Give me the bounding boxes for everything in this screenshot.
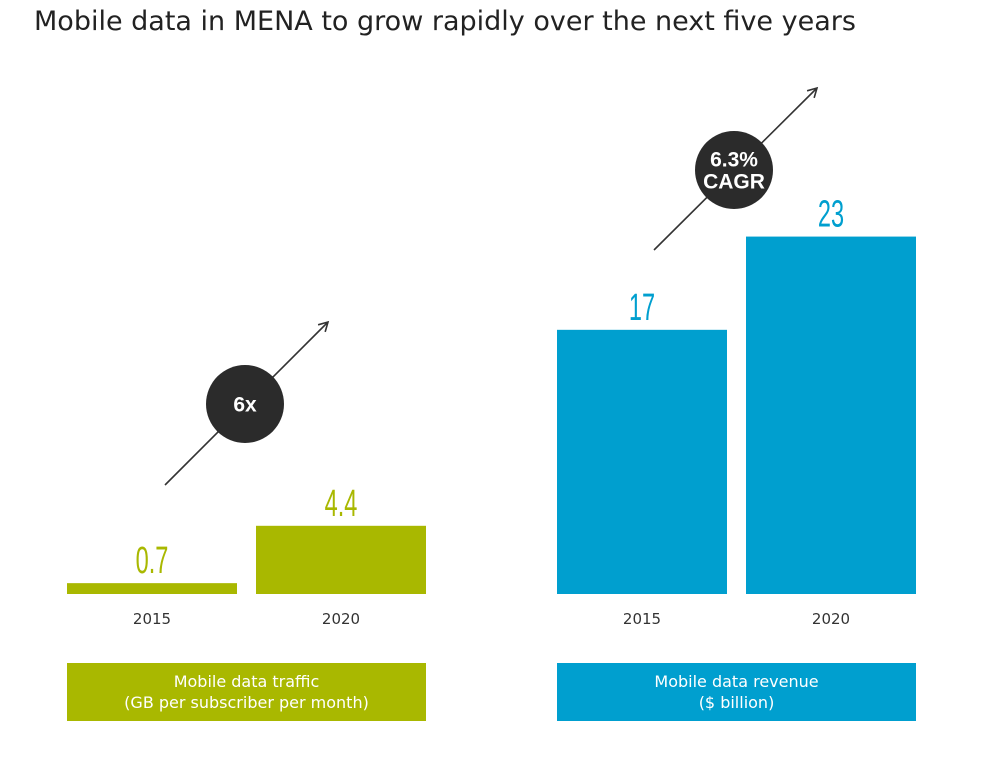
revenue-caption-line1: Mobile data revenue bbox=[654, 672, 819, 691]
revenue-category-label: 2015 bbox=[623, 610, 661, 628]
revenue-badge-text: 6.3% bbox=[710, 148, 758, 171]
revenue-value-label: 23 bbox=[818, 192, 844, 235]
revenue-growth-badge bbox=[695, 131, 773, 209]
traffic-category-label: 2015 bbox=[133, 610, 171, 628]
page-title: Mobile data in MENA to grow rapidly over… bbox=[34, 6, 856, 37]
revenue-chart: 6.3%CAGR 17 2015 23 2020 bbox=[557, 86, 916, 628]
traffic-value-label: 0.7 bbox=[136, 538, 169, 581]
traffic-caption-line2: (GB per subscriber per month) bbox=[124, 693, 369, 712]
traffic-bar-2015 bbox=[67, 583, 237, 594]
revenue-caption-line2: ($ billion) bbox=[698, 693, 775, 712]
traffic-caption: Mobile data traffic (GB per subscriber p… bbox=[67, 663, 426, 721]
traffic-chart: 6x 0.7 2015 4.4 2020 bbox=[67, 320, 426, 628]
traffic-bar-2020 bbox=[256, 525, 426, 594]
revenue-badge-text: CAGR bbox=[703, 170, 765, 193]
traffic-category-label: 2020 bbox=[322, 610, 360, 628]
traffic-growth-badge bbox=[206, 365, 284, 443]
traffic-value-label: 4.4 bbox=[325, 481, 358, 524]
traffic-badge-text: 6x bbox=[233, 393, 257, 416]
revenue-value-label: 17 bbox=[629, 285, 655, 328]
revenue-bar-2020 bbox=[746, 236, 916, 594]
revenue-bar-2015 bbox=[557, 329, 727, 594]
traffic-caption-line1: Mobile data traffic bbox=[173, 672, 320, 691]
revenue-caption: Mobile data revenue ($ billion) bbox=[557, 663, 916, 721]
revenue-category-label: 2020 bbox=[812, 610, 850, 628]
